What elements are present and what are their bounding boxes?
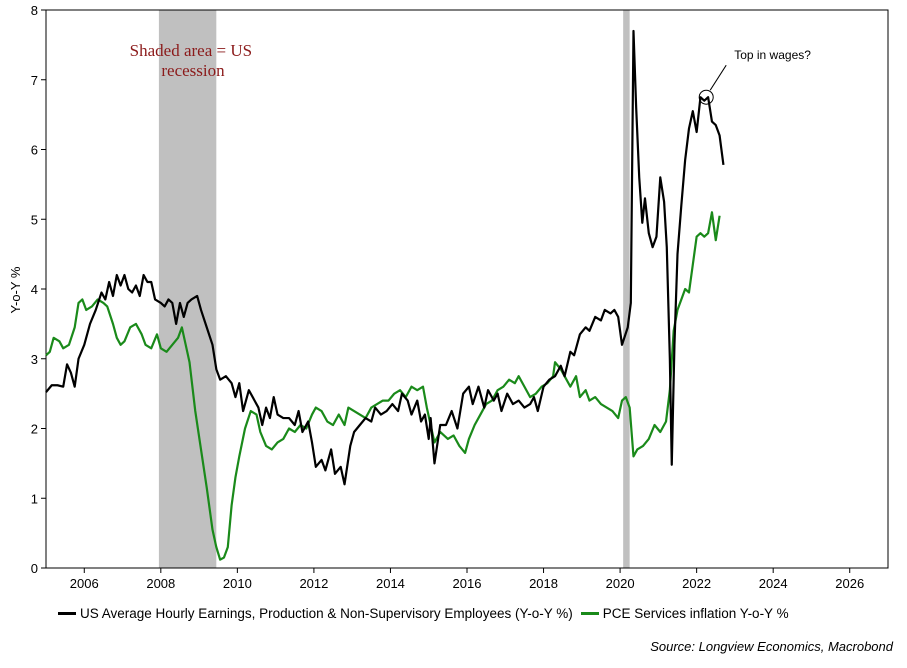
legend-item-pce: PCE Services inflation Y-o-Y %	[580, 606, 789, 621]
x-tick-label-2010: 2010	[223, 576, 252, 591]
series-line-wages	[45, 29, 725, 486]
y-tick-label-6: 6	[31, 143, 38, 158]
x-tick-label-2018: 2018	[529, 576, 558, 591]
legend-label-wages: US Average Hourly Earnings, Production &…	[80, 606, 573, 621]
x-tick-label-2016: 2016	[453, 576, 482, 591]
x-tick-label-2008: 2008	[146, 576, 175, 591]
y-axis-label: Y-o-Y %	[8, 266, 23, 313]
tick-layer: 2006 2008 2010 2012 2014 2016 2018 2020 2022 2024…	[31, 3, 864, 591]
legend-swatch-wages	[58, 612, 76, 615]
series-line-pce-services	[45, 211, 721, 561]
x-tick-label-2024: 2024	[759, 576, 788, 591]
annotation-pointer	[709, 64, 727, 91]
legend-swatch-pce	[580, 612, 599, 615]
recession-note-line-2: recession	[161, 61, 225, 80]
y-tick-label-4: 4	[31, 282, 38, 297]
annotation-circle	[698, 89, 714, 105]
recession-note: Shaded area = US recession	[130, 41, 257, 80]
y-tick-label-3: 3	[31, 352, 38, 367]
source-note: Source: Longview Economics, Macrobond	[650, 639, 893, 654]
x-tick-label-2026: 2026	[835, 576, 864, 591]
x-tick-label-2020: 2020	[606, 576, 635, 591]
y-tick-label-7: 7	[31, 73, 38, 88]
legend-item-wages: US Average Hourly Earnings, Production &…	[58, 606, 573, 621]
y-tick-label-2: 2	[31, 422, 38, 437]
x-tick-label-2012: 2012	[299, 576, 328, 591]
y-tick-label-5: 5	[31, 212, 38, 227]
y-tick-label-1: 1	[31, 491, 38, 506]
series-layer	[45, 29, 725, 561]
x-tick-label-2014: 2014	[376, 576, 405, 591]
x-tick-label-2006: 2006	[70, 576, 99, 591]
recession-layer	[158, 10, 630, 568]
recession-band-2	[623, 10, 630, 568]
annotation-text: Top in wages?	[734, 48, 811, 62]
recession-band-1	[158, 10, 217, 568]
legend: US Average Hourly Earnings, Production &…	[58, 606, 797, 621]
annotation-layer: Top in wages?	[698, 48, 811, 105]
recession-note-line-1: Shaded area = US	[130, 41, 252, 60]
y-tick-label-8: 8	[31, 3, 38, 18]
legend-label-pce: PCE Services inflation Y-o-Y %	[602, 606, 789, 621]
y-tick-label-0: 0	[31, 561, 38, 576]
x-tick-label-2022: 2022	[682, 576, 711, 591]
